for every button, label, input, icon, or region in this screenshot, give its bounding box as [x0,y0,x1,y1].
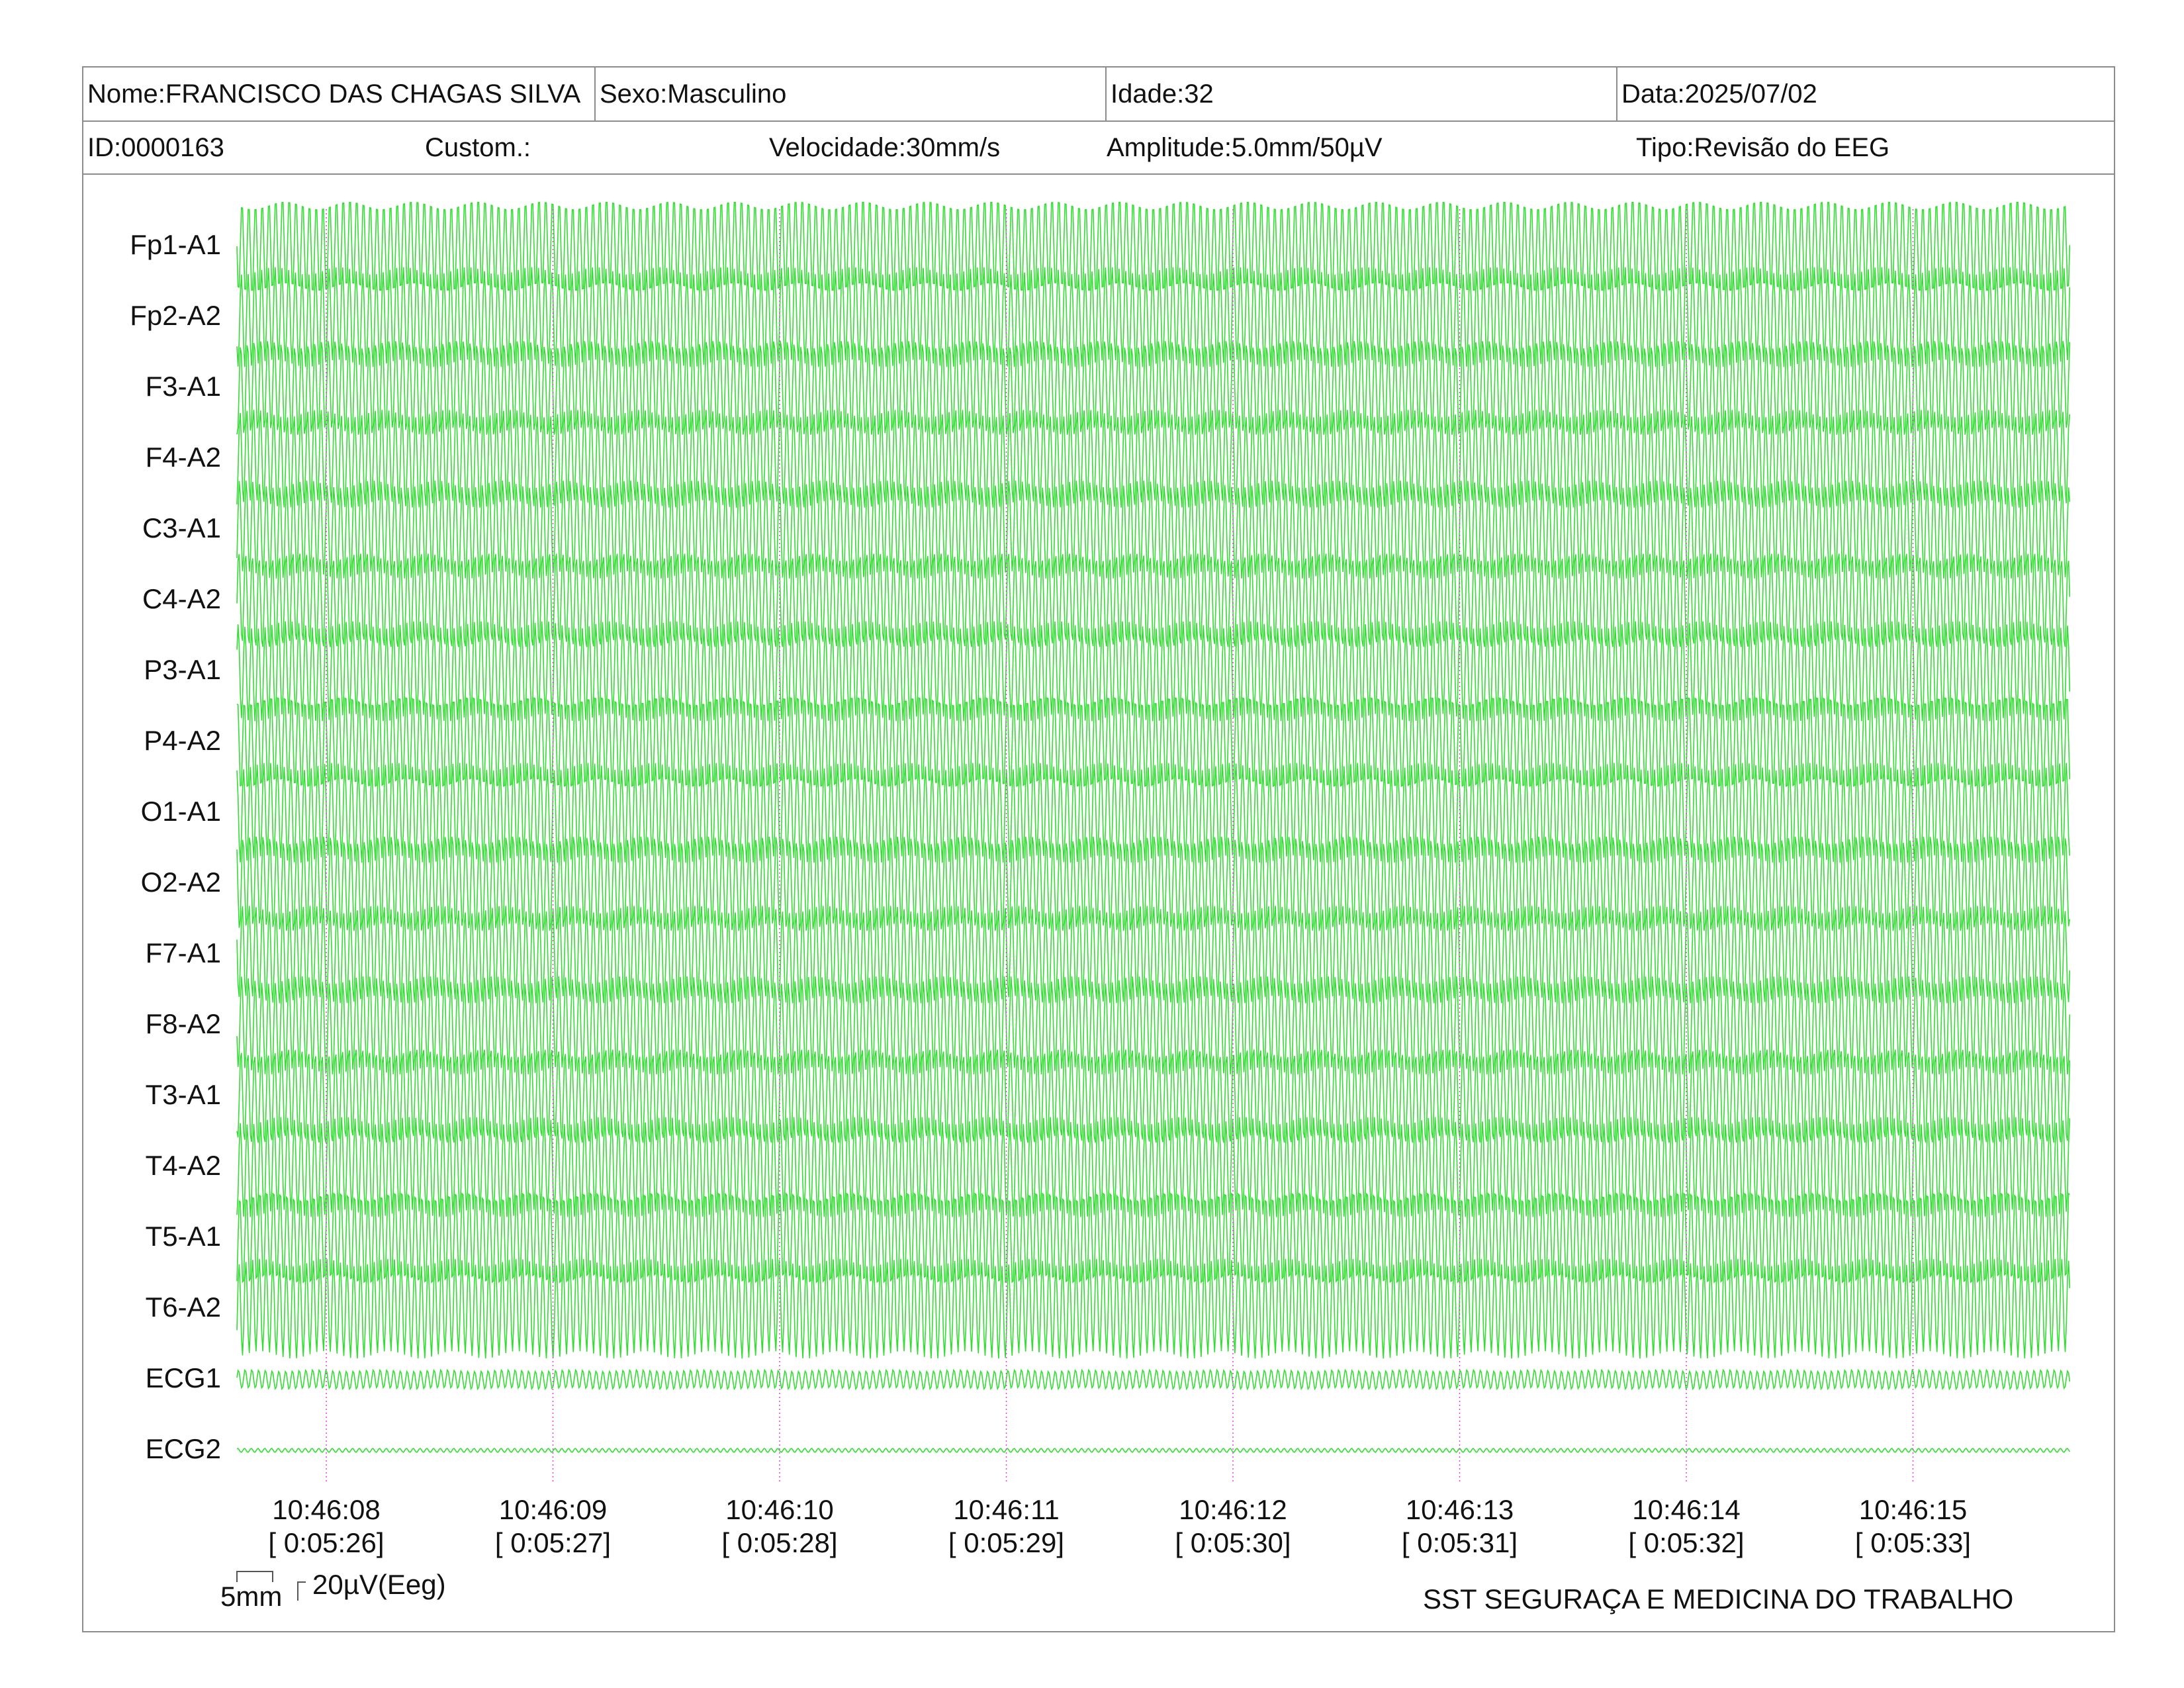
trace-f3-a1 [236,341,2071,435]
channel-label: O1-A1 [140,796,221,827]
header-row-exam: ID:0000163 Custom.: Velocidade:30mm/s Am… [83,122,2114,175]
trace-f4-a2 [236,410,2071,508]
time-tick-label: 10:46:13[ 0:05:31] [1381,1493,1539,1560]
clock-time: 10:46:09 [498,1494,608,1525]
time-tick-label: 10:46:11[ 0:05:29] [927,1493,1086,1560]
channel-label: C3-A1 [142,512,221,543]
clock-time: 10:46:08 [272,1494,381,1525]
channel-label: F7-A1 [145,937,221,968]
trace-c3-a1 [236,481,2071,579]
clock-time: 10:46:10 [725,1494,834,1525]
trace-p3-a1 [236,621,2071,722]
channel-label: Fp1-A1 [130,229,221,260]
trace-o2-a2 [236,836,2071,931]
trace-t4-a2 [236,1117,2071,1217]
channel-label: F4-A2 [145,442,221,473]
trace-fp2-a2 [236,267,2071,367]
clock-time: 10:46:12 [1179,1494,1287,1525]
trace-t6-a2 [236,1258,2071,1359]
channel-label: Fp2-A2 [130,300,221,331]
clock-time: 10:46:13 [1405,1494,1514,1525]
channel-label: F8-A2 [145,1008,221,1039]
header-row-patient: Nome:FRANCISCO DAS CHAGAS SILVA Sexo:Mas… [83,68,2114,122]
channel-label: ECG2 [145,1433,221,1464]
report-frame: Nome:FRANCISCO DAS CHAGAS SILVA Sexo:Mas… [82,66,2115,1632]
channel-label: T4-A2 [145,1150,221,1181]
channel-label: ECG1 [145,1362,221,1393]
amplitude-setting: Amplitude:5.0mm/50µV [1107,132,1383,162]
time-tick-label: 10:46:08[ 0:05:26] [247,1493,406,1560]
trace-fp1-a1 [236,202,2071,291]
channel-label: P4-A2 [144,725,221,756]
elapsed-time: [ 0:05:32] [1628,1527,1745,1558]
time-tick-label: 10:46:12[ 0:05:30] [1154,1493,1312,1560]
channel-label: T6-A2 [145,1291,221,1323]
trace-c4-a2 [236,553,2071,647]
trace-p4-a2 [236,697,2071,787]
time-tick-label: 10:46:14[ 0:05:32] [1607,1493,1766,1560]
trace-f8-a2 [236,976,2071,1075]
amplitude-scale-label: 20µV(Eeg) [312,1569,446,1600]
time-tick-label: 10:46:10[ 0:05:28] [700,1493,859,1560]
trace-f7-a1 [236,906,2071,1004]
elapsed-time: [ 0:05:28] [721,1527,838,1558]
time-scale-label: 5mm [220,1581,283,1612]
elapsed-time: [ 0:05:30] [1175,1527,1291,1558]
elapsed-time: [ 0:05:33] [1854,1527,1972,1558]
patient-name: Nome:FRANCISCO DAS CHAGAS SILVA [87,79,581,109]
clock-time: 10:46:14 [1632,1494,1741,1525]
channel-label: O2-A2 [140,867,221,898]
elapsed-time: [ 0:05:27] [494,1527,612,1558]
custom-field: Custom.: [425,132,531,162]
speed-setting: Velocidade:30mm/s [769,132,1001,162]
trace-ecg1 [236,1368,2071,1391]
time-tick-label: 10:46:09[ 0:05:27] [474,1493,633,1560]
clock-time: 10:46:11 [953,1494,1060,1525]
channel-label: P3-A1 [144,654,221,685]
trace-o1-a1 [236,763,2071,863]
elapsed-time: [ 0:05:26] [268,1527,385,1558]
clock-time: 10:46:15 [1858,1494,1968,1525]
exam-date: Data:2025/07/02 [1616,68,2114,120]
channel-label: C4-A2 [142,583,221,614]
patient-sex: Sexo:Masculino [594,68,1105,120]
company-footer: SST SEGURAÇA E MEDICINA DO TRABALHO [1423,1583,2014,1615]
trace-t5-a1 [236,1192,2070,1284]
elapsed-time: [ 0:05:29] [948,1527,1065,1558]
elapsed-time: [ 0:05:31] [1401,1527,1518,1558]
channel-label: T5-A1 [145,1221,221,1252]
channel-label: T3-A1 [145,1079,221,1110]
patient-id: ID:0000163 [87,132,224,162]
time-tick-label: 10:46:15[ 0:05:33] [1834,1493,1993,1560]
scale-bar-glyph [236,1571,306,1601]
channel-label: F3-A1 [145,371,221,402]
trace-t3-a1 [236,1049,2071,1143]
trace-ecg2 [236,1448,2070,1453]
exam-type: Tipo:Revisão do EEG [1636,132,1890,162]
patient-age: Idade:32 [1105,68,1616,120]
